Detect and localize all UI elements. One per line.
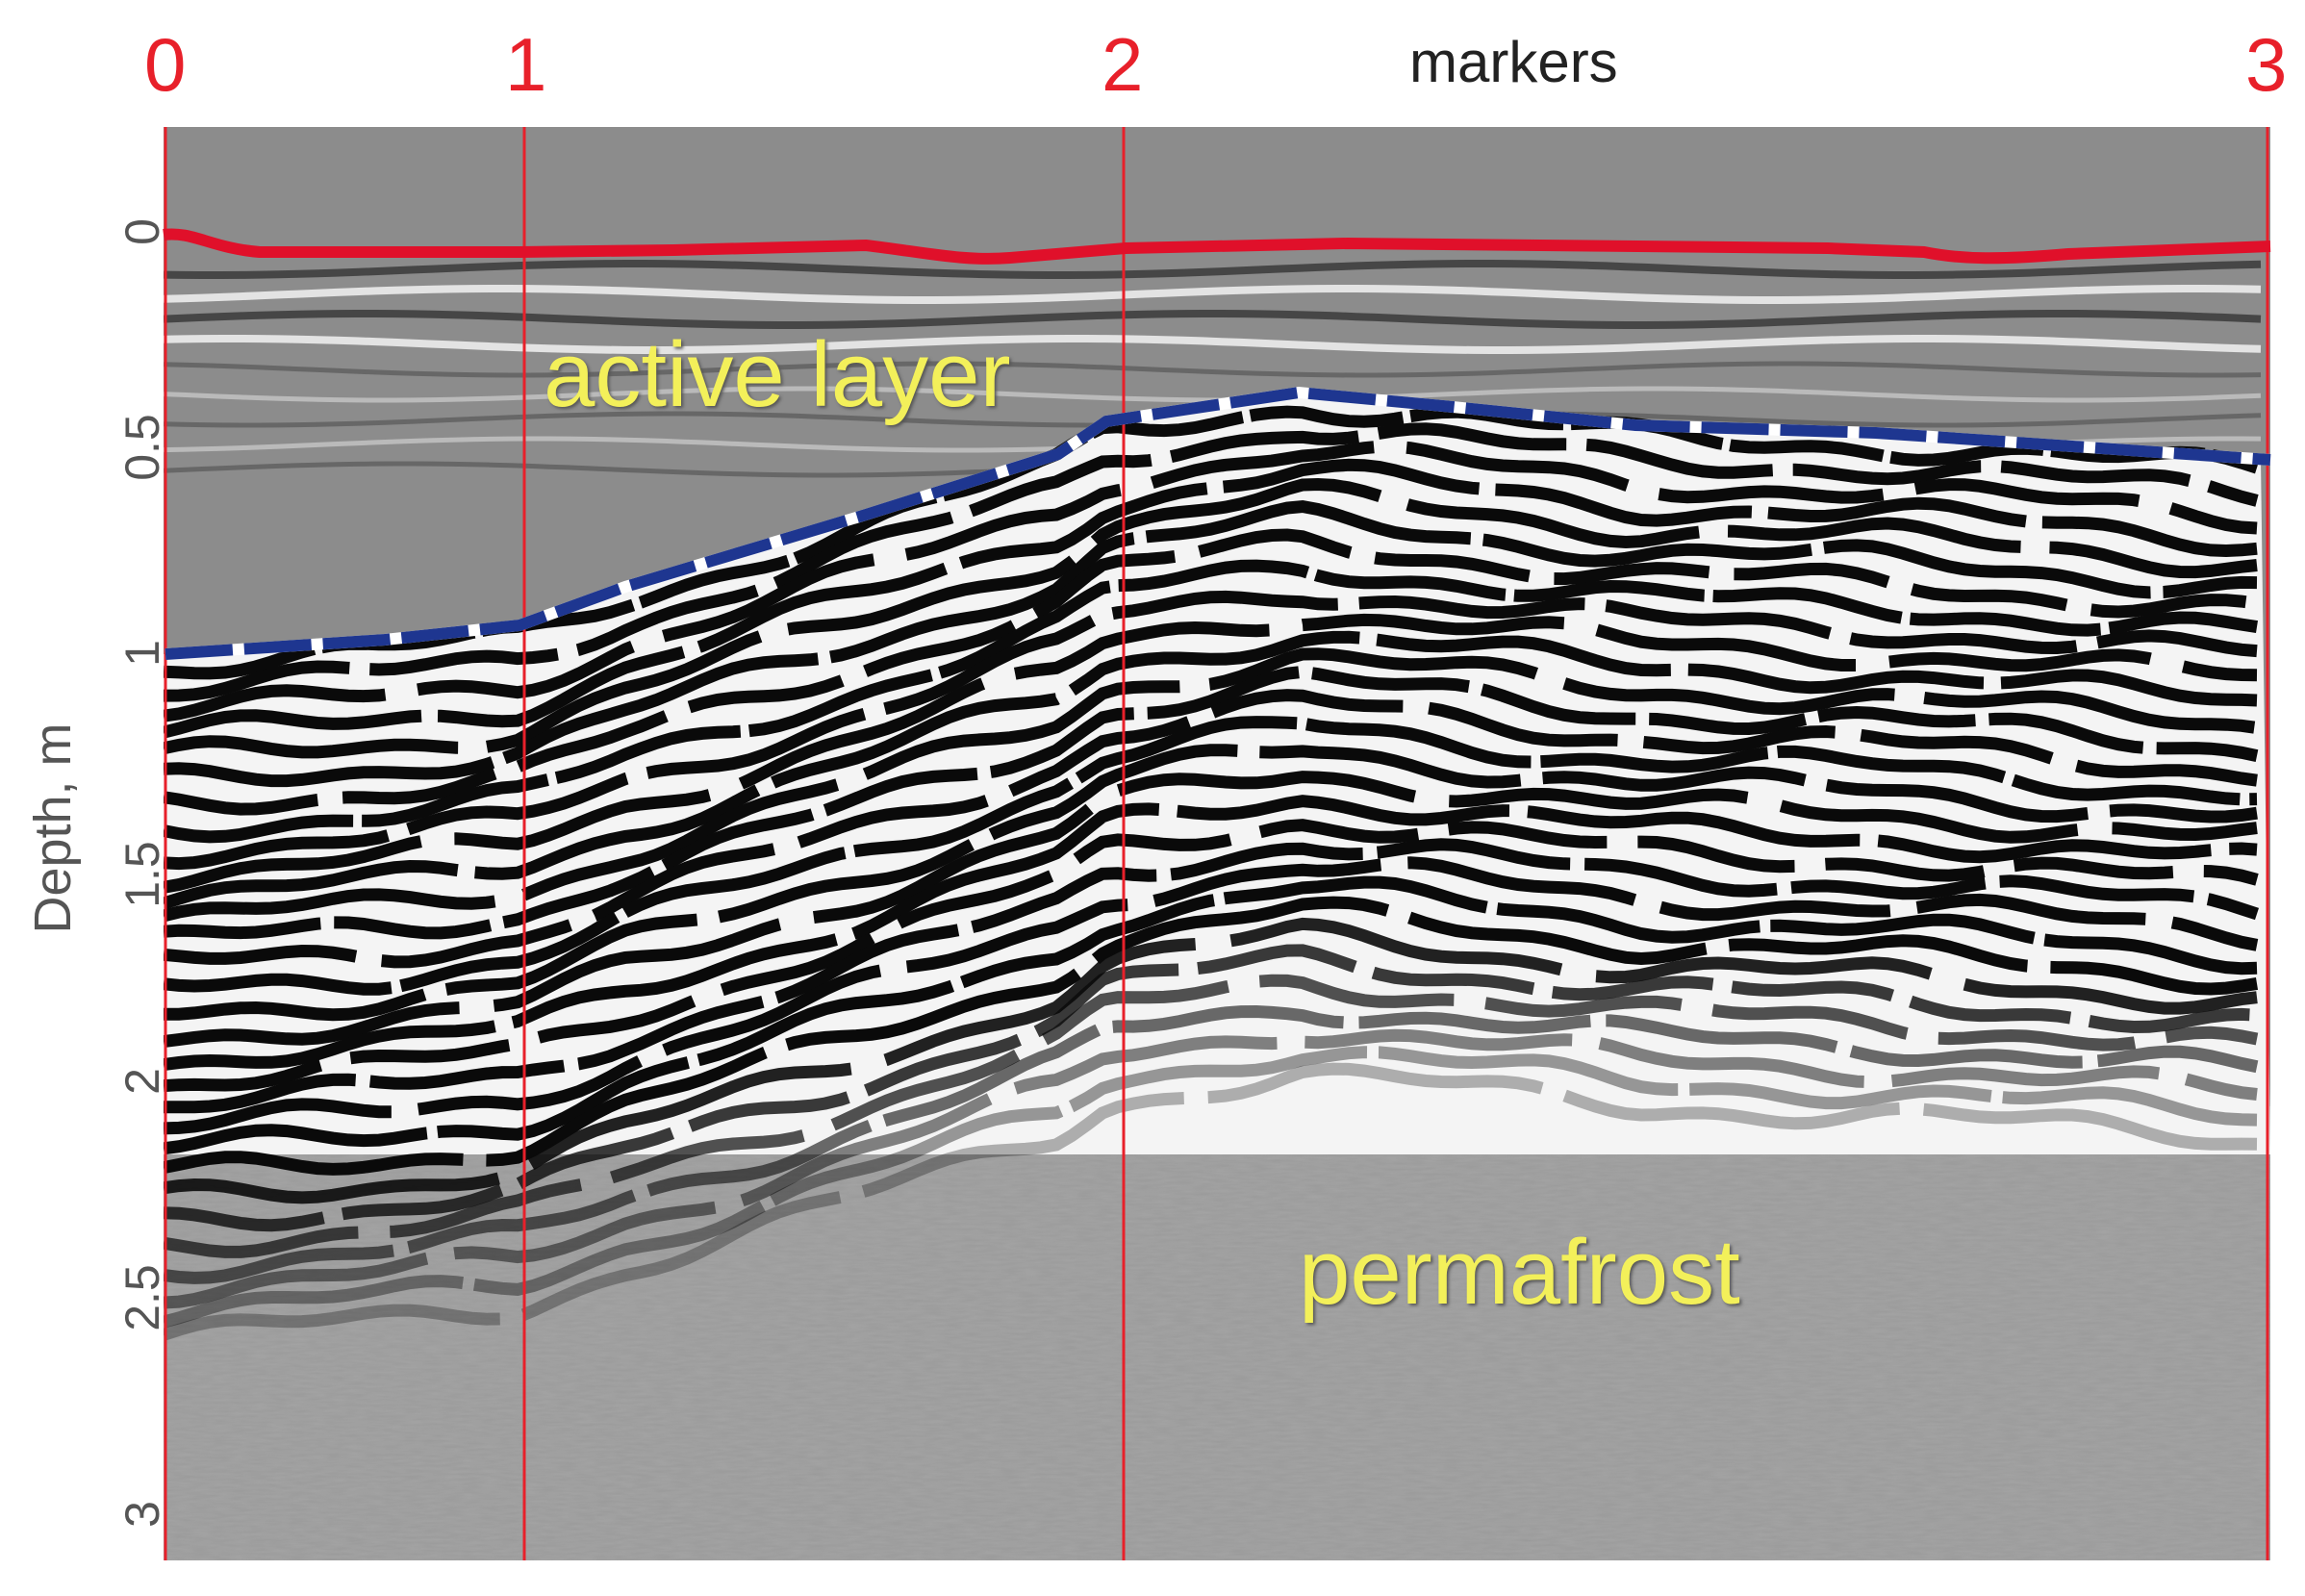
- marker-label-2: 2: [1102, 22, 1144, 107]
- permafrost-label: permafrost: [1299, 1221, 1740, 1324]
- active-layer-label: active layer: [544, 323, 1011, 426]
- depth-axis-title: Depth, m: [24, 722, 82, 934]
- depth-tick-1.5: 1.5: [115, 841, 169, 908]
- permafrost-table-line: [165, 386, 2271, 660]
- permafrost-reflections: [164, 393, 2270, 1341]
- markers-title: markers: [1409, 30, 1618, 94]
- depth-tick-2: 2: [115, 1068, 169, 1095]
- depth-tick-0: 0: [115, 218, 169, 245]
- depth-tick-1: 1: [115, 640, 169, 667]
- marker-label-0: 0: [144, 22, 187, 107]
- depth-tick-0.5: 0.5: [115, 414, 169, 481]
- marker-label-1: 1: [505, 22, 547, 107]
- depth-tick-3: 3: [115, 1501, 169, 1528]
- ground-surface-line: [163, 228, 2271, 265]
- marker-label-3: 3: [2245, 22, 2288, 107]
- depth-tick-2.5: 2.5: [115, 1264, 169, 1331]
